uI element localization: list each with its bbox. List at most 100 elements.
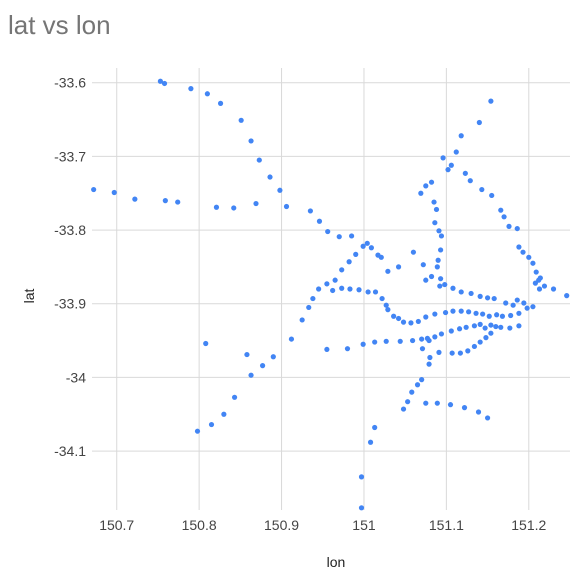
data-point: [526, 254, 532, 260]
data-point: [365, 289, 371, 295]
data-point: [450, 308, 456, 314]
data-point: [494, 312, 500, 318]
data-point: [346, 259, 352, 265]
data-point: [471, 343, 477, 350]
data-point: [325, 228, 331, 235]
data-point: [516, 244, 522, 250]
data-point: [436, 349, 442, 355]
data-point: [450, 285, 456, 291]
data-point: [477, 321, 483, 327]
data-point: [480, 311, 486, 317]
data-point: [360, 243, 366, 249]
x-tick-label: 150.8: [182, 517, 217, 533]
data-point: [162, 198, 168, 204]
data-point: [385, 268, 391, 274]
data-point: [383, 302, 389, 308]
data-point: [486, 313, 492, 319]
data-point: [476, 119, 482, 126]
data-point: [231, 394, 238, 400]
data-point: [456, 326, 463, 332]
data-point: [438, 331, 445, 337]
data-point: [259, 363, 266, 369]
data-point: [516, 323, 522, 329]
data-point: [449, 350, 455, 356]
data-point: [410, 249, 417, 255]
data-point: [458, 289, 464, 295]
data-point: [507, 325, 513, 331]
data-point: [489, 192, 495, 199]
data-point: [432, 334, 438, 340]
data-point: [368, 245, 374, 251]
data-point: [409, 337, 416, 344]
data-point: [324, 281, 330, 287]
data-point: [442, 281, 448, 288]
data-point: [484, 415, 491, 421]
data-point: [356, 287, 362, 293]
data-point: [564, 293, 570, 299]
data-point: [506, 223, 512, 229]
data-point: [248, 138, 254, 144]
data-point: [530, 260, 536, 266]
data-point: [508, 312, 514, 319]
data-point: [437, 283, 443, 289]
data-point: [426, 337, 432, 344]
data-point: [467, 178, 473, 184]
data-point: [477, 339, 483, 345]
y-axis-label: lat: [21, 289, 37, 304]
data-point: [385, 307, 391, 313]
data-point: [157, 78, 164, 84]
data-point: [397, 338, 403, 344]
data-point: [477, 293, 483, 299]
data-point: [457, 350, 463, 356]
data-point: [188, 86, 194, 92]
y-tick-label: -34.1: [54, 443, 86, 459]
data-point: [462, 170, 468, 176]
data-point: [316, 286, 322, 292]
data-point: [491, 295, 497, 302]
data-point: [465, 348, 471, 354]
y-tick-label: -33.8: [54, 222, 86, 238]
data-point: [203, 340, 209, 347]
data-point: [498, 324, 504, 330]
data-point: [204, 91, 210, 97]
data-point: [379, 295, 385, 302]
data-point: [438, 233, 445, 239]
data-point: [324, 346, 330, 353]
data-point: [524, 305, 530, 311]
data-point: [132, 196, 138, 202]
data-point: [194, 428, 201, 434]
data-point: [248, 372, 254, 378]
data-point: [418, 190, 424, 196]
data-point: [468, 290, 474, 297]
data-point: [423, 400, 429, 406]
data-point: [458, 133, 464, 139]
data-point: [213, 204, 220, 210]
data-point: [409, 389, 415, 395]
data-point: [270, 354, 276, 360]
data-point: [344, 346, 351, 352]
x-tick-label: 150.9: [264, 517, 299, 533]
data-point: [448, 162, 454, 168]
data-point: [488, 330, 494, 336]
data-point: [433, 206, 440, 213]
data-point: [463, 324, 469, 330]
data-point: [339, 267, 345, 273]
data-point: [347, 286, 353, 292]
data-point: [521, 300, 527, 306]
data-point: [339, 285, 345, 291]
x-tick-label: 150.7: [99, 517, 134, 533]
data-point: [306, 304, 312, 311]
data-point: [499, 313, 506, 319]
data-point: [510, 302, 516, 308]
data-point: [400, 406, 407, 412]
data-point: [436, 228, 442, 234]
data-point: [175, 199, 181, 205]
x-tick-label: 151.2: [511, 517, 546, 533]
data-point: [419, 346, 426, 352]
data-point: [488, 322, 494, 328]
data-point: [111, 189, 117, 196]
data-point: [414, 382, 421, 388]
data-point: [532, 280, 538, 286]
